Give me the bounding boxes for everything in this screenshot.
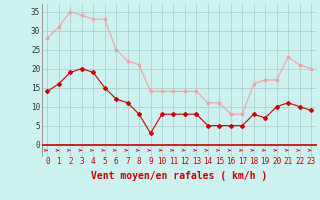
- X-axis label: Vent moyen/en rafales ( km/h ): Vent moyen/en rafales ( km/h ): [91, 171, 267, 181]
